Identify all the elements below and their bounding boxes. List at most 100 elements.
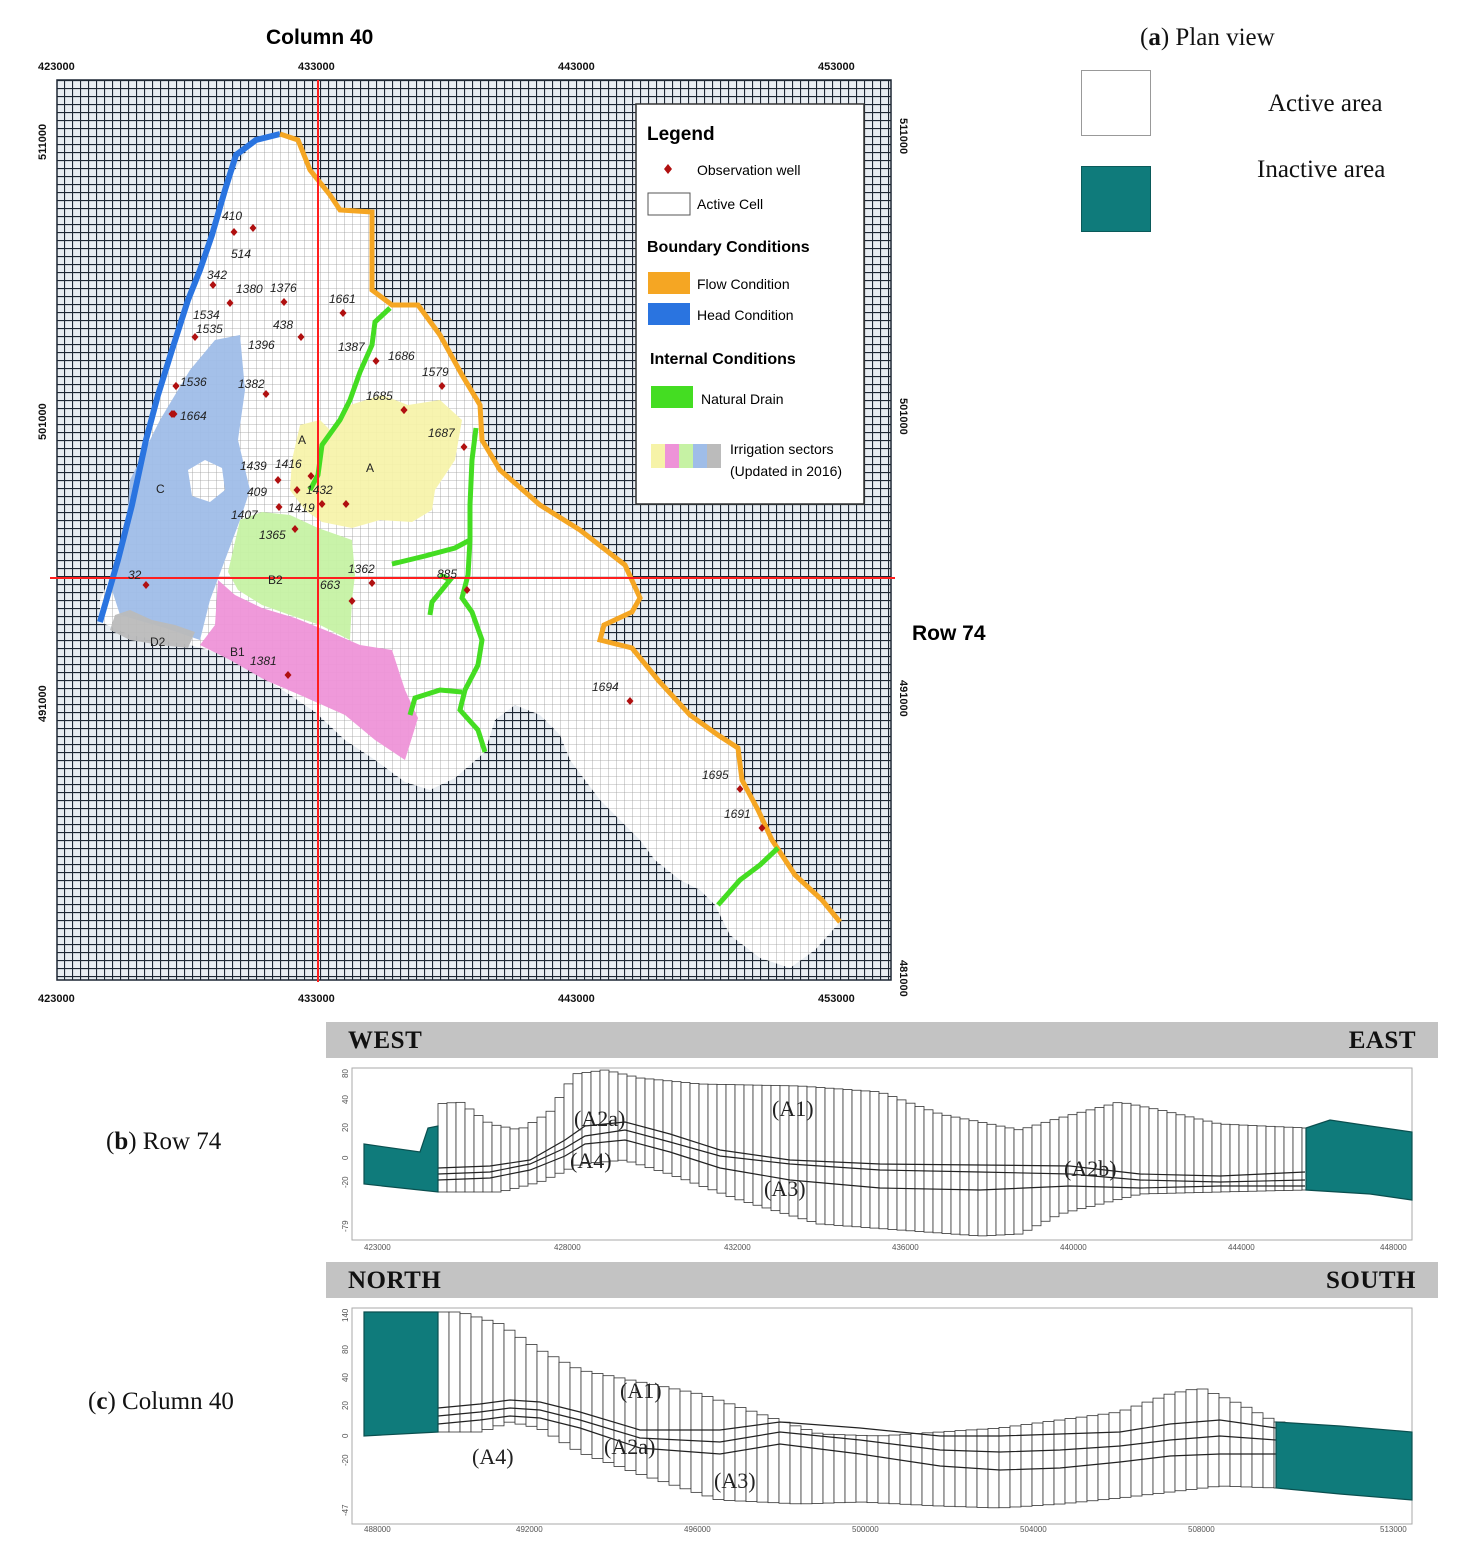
well-label: 410: [222, 209, 242, 223]
active-area-label: Active area: [1268, 90, 1383, 117]
model-cell-column: [1053, 1419, 1066, 1505]
model-cell-column: [789, 1425, 802, 1505]
model-cell-column: [998, 1427, 1011, 1509]
observation-well: 885: [437, 567, 471, 594]
model-cell-column: [959, 1118, 970, 1236]
observation-well: 1694: [592, 680, 634, 705]
model-cell-column: [968, 1120, 979, 1236]
y-tick: -79: [341, 1220, 350, 1232]
model-cell-column: [482, 1121, 493, 1193]
model-cell-column: [851, 1089, 862, 1228]
y-tick: 140: [341, 1308, 350, 1322]
model-cell-column: [866, 1435, 879, 1504]
observation-well: 32: [128, 568, 150, 589]
south-label: SOUTH: [1325, 1267, 1416, 1294]
sector-label: A: [366, 461, 374, 475]
well-label: 1381: [250, 654, 277, 668]
model-cell-column: [1139, 1106, 1150, 1195]
well-marker: [172, 382, 180, 390]
well-marker: [339, 309, 347, 317]
sector-label: B1: [230, 645, 245, 659]
model-cell-column: [437, 1311, 450, 1433]
model-cell-column: [509, 1128, 520, 1189]
observation-well: 1534: [191, 308, 220, 341]
well-marker: [168, 410, 176, 418]
well-label: 1439: [240, 459, 267, 473]
layer-boundary: [437, 1121, 1306, 1177]
well-marker: [372, 357, 380, 365]
y-tick-right: 491000: [897, 680, 909, 717]
sector-c-hole: [188, 460, 225, 502]
model-cell-column: [855, 1434, 868, 1503]
y-tick: 80: [341, 1345, 350, 1354]
unit-label: (A4): [570, 1148, 612, 1173]
well-marker: [249, 224, 257, 232]
well-label: 1535: [196, 322, 223, 336]
inactive-area-label: Inactive area: [1257, 156, 1386, 183]
section-b-header: WEST EAST: [326, 1022, 1438, 1058]
model-cell-column: [815, 1087, 826, 1225]
well-label: 342: [207, 268, 227, 282]
model-cell-column: [932, 1112, 943, 1234]
model-cell-column: [491, 1124, 502, 1193]
observation-well: 1376: [270, 281, 297, 306]
x-tick: 504000: [1020, 1525, 1047, 1534]
well-label: 1694: [592, 680, 619, 694]
x-tick: 448000: [1380, 1243, 1407, 1252]
x-tick: 428000: [554, 1243, 581, 1252]
model-cell-column: [833, 1088, 844, 1226]
observation-well: 1407: [231, 503, 283, 522]
model-cell-column: [464, 1108, 475, 1193]
x-tick: 444000: [1228, 1243, 1255, 1252]
model-cell-column: [668, 1388, 681, 1486]
flow-boundary: [279, 131, 842, 924]
observation-well: 1664: [168, 409, 207, 423]
model-cell-column: [1009, 1425, 1022, 1508]
inactive-area-swatch: [1081, 166, 1151, 232]
model-cell-column: [1121, 1102, 1132, 1198]
well-label: 1432: [306, 483, 333, 497]
model-cell-column: [1152, 1397, 1165, 1494]
active-cell-swatch: [647, 192, 691, 216]
model-cell-column: [701, 1396, 714, 1497]
well-label: 1396: [248, 338, 275, 352]
model-cell-column: [690, 1392, 703, 1493]
map-legend: Legend Observation well Active Cell Boun…: [635, 103, 865, 505]
model-cell-column: [1064, 1418, 1077, 1504]
inactive-block-north: [363, 1311, 439, 1437]
x-tick: 488000: [364, 1525, 391, 1534]
x-tick: 492000: [516, 1525, 543, 1534]
observation-well: 409: [247, 485, 301, 499]
layer-boundary: [437, 1399, 1277, 1437]
model-cell-column: [1119, 1409, 1132, 1498]
model-cell-column: [500, 1126, 511, 1192]
irrigation-swatches: [651, 444, 721, 468]
observation-well: 342: [207, 268, 227, 289]
model-cell-column: [446, 1102, 457, 1193]
well-marker: [209, 281, 217, 289]
head-condition-swatch: [648, 303, 690, 325]
y-tick: 40: [341, 1095, 350, 1104]
model-cell-column: [1097, 1413, 1110, 1501]
well-marker: [400, 406, 408, 414]
well-label: 1380: [236, 282, 263, 296]
unit-label: (A1): [772, 1096, 814, 1121]
row-74-label: Row 74: [912, 622, 986, 645]
layer-boundary: [437, 1129, 1306, 1183]
x-tick-bottom: 453000: [818, 993, 855, 1005]
section-b-label: (b) Row 74: [106, 1128, 222, 1155]
model-cell-column: [680, 1082, 691, 1181]
well-label: 514: [231, 247, 251, 261]
well-label: 1534: [193, 308, 220, 322]
model-cell-column: [932, 1431, 945, 1507]
model-cell-column: [811, 1432, 824, 1504]
inactive-block-south: [1275, 1421, 1413, 1501]
sector-b2-area: [228, 512, 355, 640]
natural-drain: [407, 687, 463, 716]
sector-b1-area: [200, 580, 418, 760]
model-cell-column: [905, 1102, 916, 1232]
well-marker: [438, 382, 446, 390]
well-label: 409: [247, 485, 267, 499]
well-label: 32: [128, 568, 142, 582]
well-label: 1382: [238, 377, 265, 391]
